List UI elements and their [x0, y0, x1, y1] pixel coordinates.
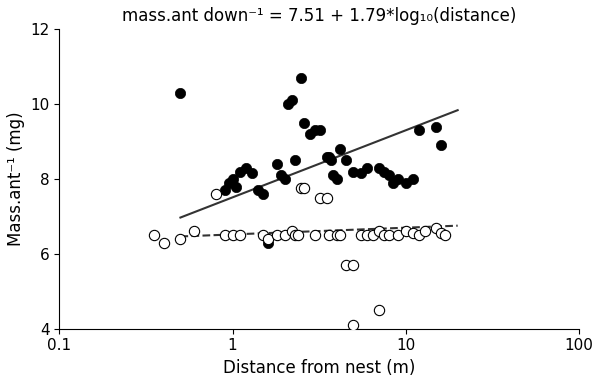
Point: [235, 169, 244, 175]
Point: [415, 127, 424, 133]
Point: [176, 90, 185, 96]
Point: [436, 142, 446, 148]
Point: [296, 185, 306, 192]
Point: [332, 232, 341, 238]
Point: [322, 195, 331, 201]
Point: [341, 157, 350, 163]
Point: [224, 180, 233, 186]
Point: [368, 232, 378, 238]
Point: [379, 232, 389, 238]
Point: [408, 230, 418, 237]
Point: [253, 187, 263, 193]
Point: [280, 176, 289, 182]
Point: [263, 240, 272, 246]
Point: [159, 240, 169, 246]
Point: [276, 172, 286, 178]
Point: [328, 172, 338, 178]
Point: [349, 322, 358, 328]
Point: [324, 154, 334, 160]
Point: [220, 232, 229, 238]
Point: [290, 157, 300, 163]
Point: [290, 232, 300, 238]
Point: [280, 232, 289, 238]
Point: [211, 191, 221, 197]
Point: [235, 232, 244, 238]
Point: [401, 228, 410, 235]
Point: [190, 228, 199, 235]
Title: mass.ant down⁻¹ = 7.51 + 1.79*log₁₀(distance): mass.ant down⁻¹ = 7.51 + 1.79*log₁₀(dist…: [122, 7, 516, 25]
Point: [384, 172, 394, 178]
Point: [305, 131, 315, 137]
Point: [299, 120, 309, 126]
Point: [324, 232, 334, 238]
Point: [272, 161, 281, 167]
Point: [299, 185, 309, 192]
Point: [287, 97, 296, 103]
Point: [287, 228, 296, 235]
Point: [408, 176, 418, 182]
Point: [149, 232, 158, 238]
Point: [389, 180, 398, 186]
Point: [374, 228, 383, 235]
Point: [431, 124, 441, 130]
Point: [349, 262, 358, 268]
Point: [356, 232, 365, 238]
Point: [315, 127, 325, 133]
Point: [356, 170, 365, 177]
Y-axis label: Mass.ant⁻¹ (mg): Mass.ant⁻¹ (mg): [7, 112, 25, 247]
Point: [379, 169, 389, 175]
Point: [341, 262, 350, 268]
Point: [335, 232, 345, 238]
Point: [335, 146, 345, 152]
Point: [272, 232, 281, 238]
Point: [326, 157, 335, 163]
Point: [310, 127, 320, 133]
Point: [310, 232, 320, 238]
Point: [384, 232, 394, 238]
Point: [431, 225, 441, 231]
Point: [176, 236, 185, 242]
Point: [322, 154, 331, 160]
Point: [228, 176, 238, 182]
Point: [436, 230, 446, 237]
Point: [440, 232, 450, 238]
Point: [315, 195, 325, 201]
Point: [293, 232, 303, 238]
Point: [332, 176, 341, 182]
Point: [421, 228, 430, 235]
Point: [263, 236, 272, 242]
Point: [393, 232, 403, 238]
Point: [362, 232, 372, 238]
Point: [247, 170, 257, 177]
Point: [232, 184, 241, 190]
Point: [415, 232, 424, 238]
Point: [362, 165, 372, 171]
Point: [296, 75, 306, 81]
Point: [374, 307, 383, 313]
X-axis label: Distance from nest (m): Distance from nest (m): [223, 359, 415, 377]
Point: [393, 176, 403, 182]
Point: [283, 101, 293, 107]
Point: [374, 165, 383, 171]
Point: [228, 232, 238, 238]
Point: [258, 191, 268, 197]
Point: [401, 180, 410, 186]
Point: [258, 232, 268, 238]
Point: [241, 165, 251, 171]
Point: [220, 187, 229, 193]
Point: [349, 169, 358, 175]
